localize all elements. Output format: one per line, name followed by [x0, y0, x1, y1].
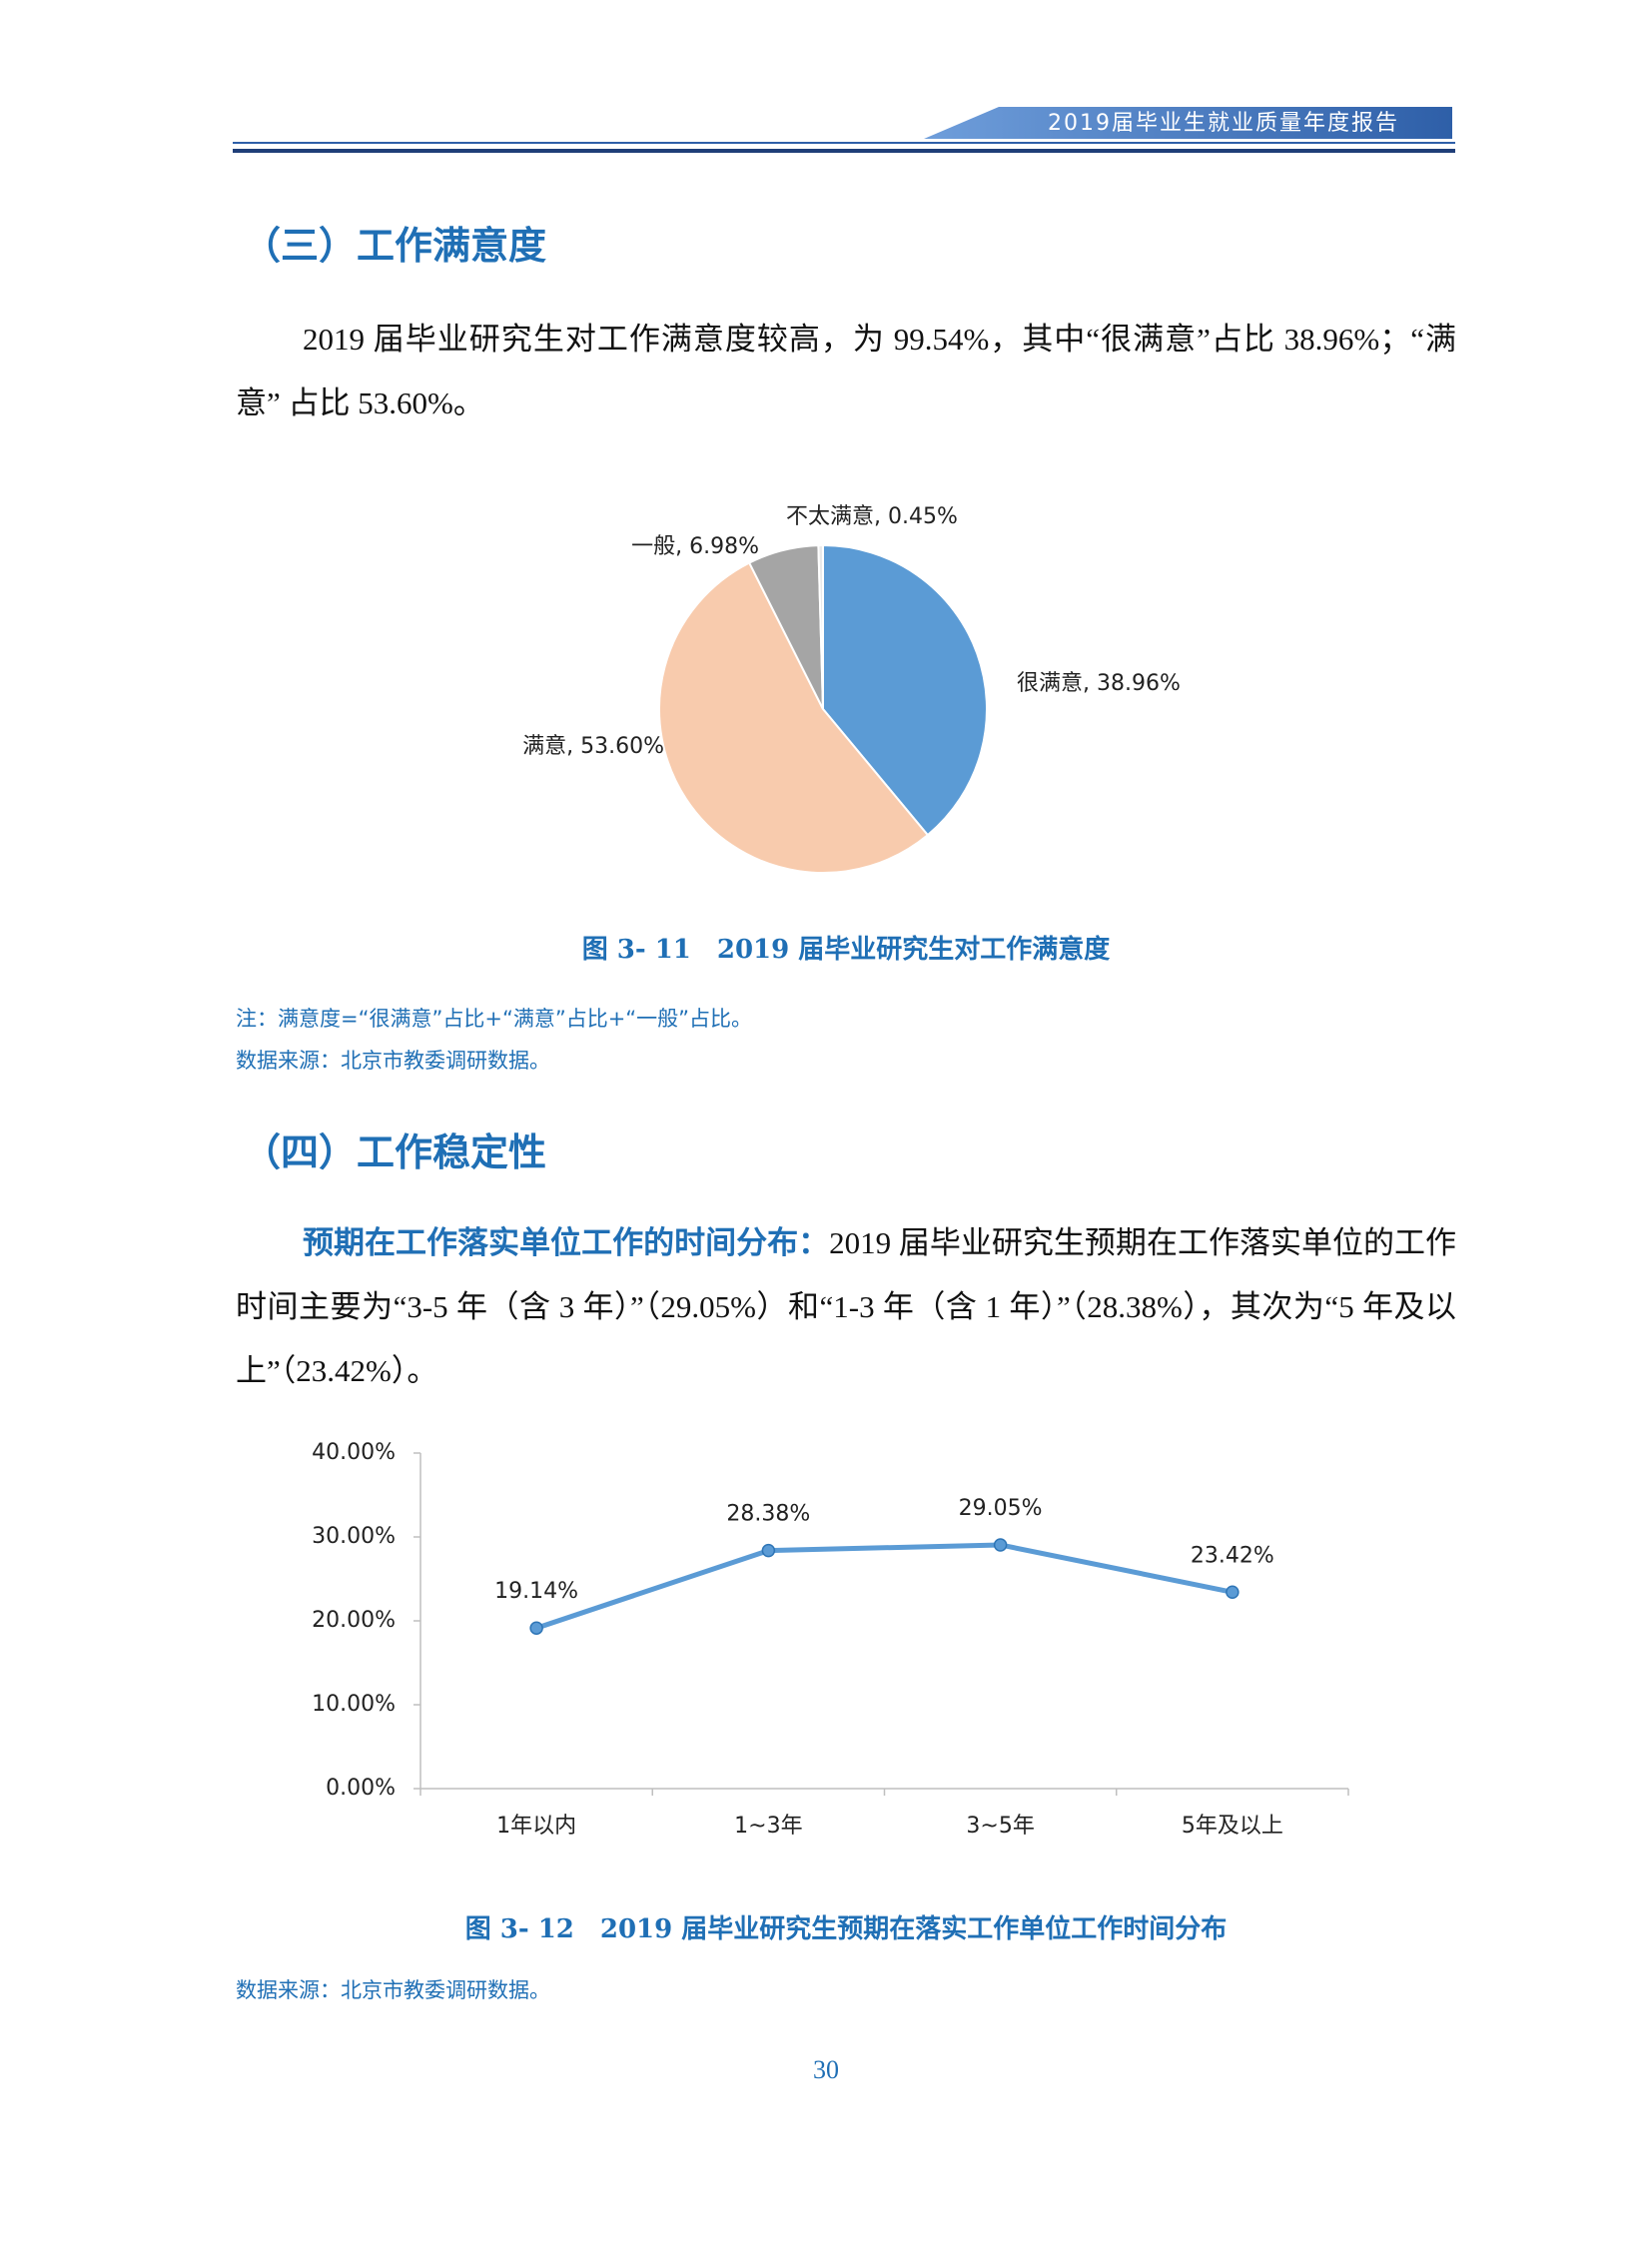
figure-note: 注：满意度=“很满意”占比+“满意”占比+“一般”占比。: [236, 1007, 753, 1031]
figure-source: 数据来源：北京市教委调研数据。: [236, 1978, 550, 2002]
section-heading: （三）工作满意度: [243, 224, 547, 268]
page-header: 2019届毕业生就业质量年度报告: [233, 107, 1455, 153]
line-chart: 0.00% 10.00% 20.00% 30.00% 40.00% 1年以内 1~3年 3~5…: [312, 1440, 1349, 1839]
data-label: 不太满意, 0.45%: [786, 504, 958, 529]
data-point: [761, 1543, 776, 1558]
header-title: 2019届毕业生就业质量年度报告: [1048, 111, 1399, 136]
figure-caption: 图 3- 12 2019 届毕业研究生预期在落实工作单位工作时间分布: [464, 1914, 1228, 1944]
section-heading: （四）工作稳定性: [243, 1130, 547, 1174]
paragraph: 2019 届毕业研究生对工作满意度较高，为 99.54%，其中“很满意”占比 3…: [236, 322, 1456, 420]
y-tick-label: 40.00%: [312, 1440, 396, 1465]
x-tick-label: 5年及以上: [1182, 1814, 1283, 1839]
data-label: 23.42%: [1191, 1543, 1274, 1568]
data-label: 很满意, 38.96%: [1017, 671, 1181, 696]
x-tick-label: 1年以内: [496, 1814, 576, 1839]
x-tick-label: 3~5年: [966, 1814, 1034, 1839]
pie-slice: [822, 543, 988, 837]
x-tick-label: 1~3年: [734, 1814, 802, 1839]
data-label: 29.05%: [959, 1496, 1043, 1521]
figure-caption: 图 3- 11 2019 届毕业研究生对工作满意度: [581, 935, 1111, 965]
paragraph-lead: 预期在工作落实单位工作的时间分布：: [303, 1225, 830, 1261]
y-tick-label: 20.00%: [312, 1608, 396, 1633]
data-line: [535, 1542, 1234, 1631]
data-point: [529, 1621, 543, 1635]
y-tick-label: 30.00%: [312, 1524, 396, 1549]
y-tick-label: 10.00%: [312, 1692, 396, 1717]
page-number: 30: [813, 2055, 839, 2084]
data-point: [993, 1538, 1008, 1552]
paragraph-text: 2019 届毕业研究生预期在工作落实单位的工作时间主要为“3-5 年（含 3 年…: [236, 1225, 1457, 1388]
pie-chart: 很满意, 38.96% 满意, 53.60% 一般, 6.98% 不太满意, 0.45…: [522, 504, 1181, 874]
data-point: [1226, 1585, 1239, 1600]
figure-source: 数据来源：北京市教委调研数据。: [236, 1049, 550, 1073]
data-label: 满意, 53.60%: [522, 734, 664, 759]
data-label: 28.38%: [726, 1502, 810, 1527]
paragraph: 预期在工作落实单位工作的时间分布：2019 届毕业研究生预期在工作落实单位的工作…: [236, 1211, 1456, 1403]
y-tick-label: 0.00%: [326, 1776, 396, 1801]
pie-slice: [817, 543, 824, 710]
data-label: 19.14%: [494, 1579, 578, 1604]
header-bar: [924, 107, 1452, 139]
pie-slice: [658, 561, 930, 874]
data-label: 一般, 6.98%: [631, 534, 759, 559]
